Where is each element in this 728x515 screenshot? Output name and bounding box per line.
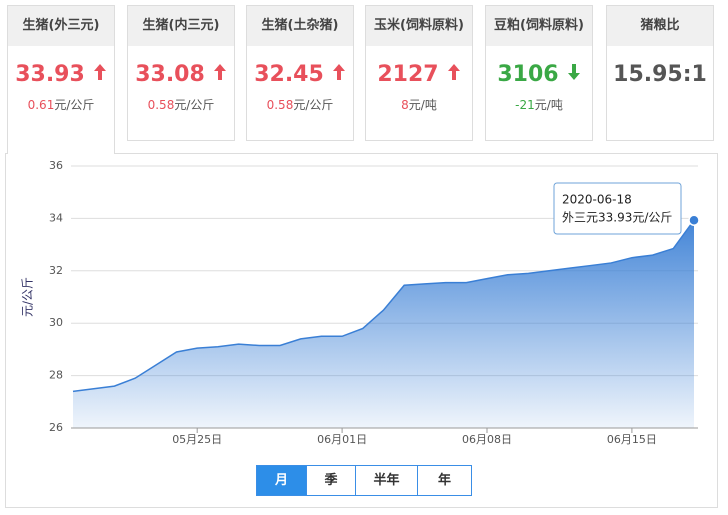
chart-panel: 26 28 30 32 34 36 元/公斤 05月25日 06月01日 06月08日 06月15日… bbox=[5, 153, 718, 508]
stat-card: 豆粕(饲料原料) 3106 -21元/吨 bbox=[485, 5, 593, 141]
period-tab[interactable]: 半年 bbox=[355, 466, 417, 495]
stat-card: 生猪(土杂猪) 32.45 0.58元/公斤 bbox=[246, 5, 354, 141]
x-tick-label: 06月15日 bbox=[607, 433, 657, 446]
change-value: 0.58 bbox=[147, 98, 175, 112]
card-value: 15.95:1 bbox=[607, 60, 713, 90]
change-unit: 元/吨 bbox=[534, 98, 563, 112]
chart: 26 28 30 32 34 36 元/公斤 05月25日 06月01日 06月08日 06月15日… bbox=[21, 159, 700, 446]
card-title: 生猪(土杂猪) bbox=[247, 6, 353, 46]
area-fill bbox=[73, 220, 694, 428]
x-tick-label: 06月01日 bbox=[317, 433, 367, 446]
y-tick-label: 36 bbox=[49, 159, 63, 172]
y-axis-label: 元/公斤 bbox=[21, 277, 35, 317]
change-value: 0.58 bbox=[266, 98, 294, 112]
arrow-down bbox=[567, 64, 580, 80]
card-change: 0.58元/公斤 bbox=[128, 96, 234, 113]
y-tick-label: 34 bbox=[49, 211, 63, 224]
x-tick-label: 05月25日 bbox=[172, 433, 222, 446]
value-text: 32.45 bbox=[254, 62, 324, 87]
tooltip-box bbox=[553, 182, 682, 235]
card-title: 玉米(饲料原料) bbox=[366, 6, 472, 46]
arrow-up bbox=[93, 64, 106, 80]
card-title: 生猪(内三元) bbox=[128, 6, 234, 46]
value-text: 2127 bbox=[377, 62, 439, 87]
stat-card: 生猪(外三元) 33.93 0.61元/公斤 bbox=[7, 5, 115, 154]
change-value: -21 bbox=[515, 98, 535, 112]
period-tabs: 月季半年年 bbox=[256, 465, 472, 496]
value-text: 33.08 bbox=[135, 62, 205, 87]
arrow-up bbox=[213, 64, 226, 80]
value-text: 15.95:1 bbox=[613, 62, 707, 87]
card-value: 33.08 bbox=[128, 60, 234, 90]
change-unit: 元/吨 bbox=[408, 98, 437, 112]
change-value: 8 bbox=[401, 98, 409, 112]
stat-card: 猪粮比 15.95:1 bbox=[606, 5, 714, 141]
y-tick-label: 28 bbox=[49, 369, 63, 382]
y-tick-label: 30 bbox=[49, 316, 63, 329]
stat-card: 生猪(内三元) 33.08 0.58元/公斤 bbox=[127, 5, 235, 141]
card-value: 33.93 bbox=[8, 60, 114, 90]
value-text: 33.93 bbox=[15, 62, 85, 87]
arrow-up bbox=[332, 64, 345, 80]
price-line bbox=[72, 219, 695, 393]
card-change: 8元/吨 bbox=[366, 96, 472, 113]
card-change: 0.61元/公斤 bbox=[8, 96, 114, 113]
card-value: 3106 bbox=[486, 60, 592, 90]
change-unit: 元/公斤 bbox=[174, 98, 215, 112]
card-change: 0.58元/公斤 bbox=[247, 96, 353, 113]
period-tab[interactable]: 月 bbox=[257, 466, 306, 495]
card-value: 2127 bbox=[366, 60, 472, 90]
change-value: 0.61 bbox=[27, 98, 55, 112]
change-unit: 元/公斤 bbox=[293, 98, 334, 112]
point bbox=[688, 214, 700, 226]
arrow-up bbox=[447, 64, 460, 80]
card-change: -21元/吨 bbox=[486, 96, 592, 113]
tooltip-date: 2020-06-18 bbox=[562, 193, 632, 207]
tooltip-label: 外三元33.93元/公斤 bbox=[562, 211, 672, 225]
period-tab[interactable]: 季 bbox=[306, 466, 355, 495]
card-value: 32.45 bbox=[247, 60, 353, 90]
card-title: 生猪(外三元) bbox=[8, 6, 114, 46]
card-title: 猪粮比 bbox=[607, 6, 713, 46]
y-tick-label: 26 bbox=[49, 421, 63, 434]
value-text: 3106 bbox=[497, 62, 559, 87]
y-tick-label: 32 bbox=[49, 264, 63, 277]
card-title: 豆粕(饲料原料) bbox=[486, 6, 592, 46]
x-tick-label: 06月08日 bbox=[462, 433, 512, 446]
period-tab[interactable]: 年 bbox=[417, 466, 471, 495]
stat-card: 玉米(饲料原料) 2127 8元/吨 bbox=[365, 5, 473, 141]
change-unit: 元/公斤 bbox=[54, 98, 95, 112]
